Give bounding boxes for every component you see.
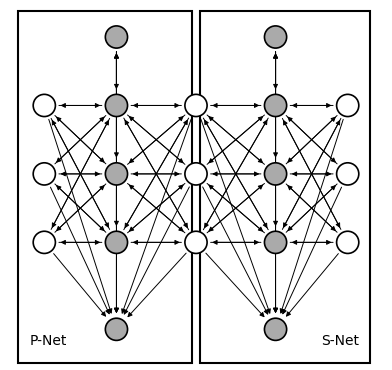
Circle shape [337,94,359,117]
Circle shape [337,231,359,253]
Circle shape [105,163,127,185]
Circle shape [105,318,127,340]
Circle shape [185,163,207,185]
Circle shape [33,231,55,253]
Circle shape [33,94,55,117]
Circle shape [185,94,207,117]
Circle shape [105,94,127,117]
Circle shape [105,26,127,48]
Circle shape [265,94,287,117]
Bar [18,11,192,363]
Bar [200,11,370,363]
Circle shape [185,231,207,253]
Circle shape [33,163,55,185]
Circle shape [265,318,287,340]
Circle shape [265,26,287,48]
Circle shape [265,231,287,253]
Circle shape [265,163,287,185]
Text: S-Net: S-Net [321,334,359,348]
Circle shape [105,231,127,253]
Text: P-Net: P-Net [29,334,67,348]
Circle shape [337,163,359,185]
